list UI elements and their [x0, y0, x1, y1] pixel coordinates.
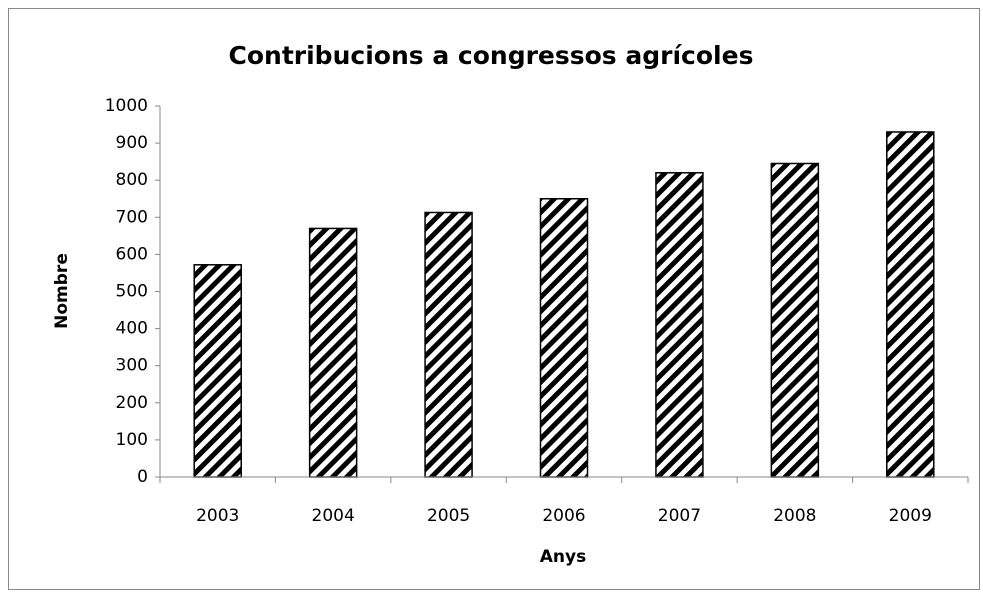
- bar: [424, 211, 473, 478]
- y-tick-label: 200: [116, 393, 148, 413]
- x-tick-label: 2005: [427, 506, 470, 526]
- y-tick-label: 400: [116, 319, 148, 339]
- y-axis-title: Nombre: [52, 253, 72, 329]
- y-tick-label: 800: [116, 170, 148, 190]
- y-tick-label: 700: [116, 207, 148, 227]
- y-tick-label: 100: [116, 430, 148, 450]
- bar: [655, 172, 704, 478]
- x-tick-label: 2009: [889, 506, 932, 526]
- x-tick-label: 2007: [658, 506, 701, 526]
- y-tick-label: 1000: [105, 96, 148, 116]
- y-tick-label: 600: [116, 244, 148, 264]
- y-tick-label: 0: [137, 467, 148, 487]
- y-tick-label: 500: [116, 282, 148, 302]
- x-tick-label: 2008: [773, 506, 816, 526]
- y-tick-label: 300: [116, 356, 148, 376]
- chart-title: Contribucions a congressos agrícoles: [229, 41, 754, 70]
- chart-frame: [8, 8, 980, 590]
- y-tick-label: 900: [116, 133, 148, 153]
- bar: [886, 131, 935, 478]
- bar: [770, 162, 820, 478]
- x-tick-label: 2003: [196, 506, 239, 526]
- bar: [193, 264, 242, 478]
- bar: [539, 198, 589, 478]
- x-tick-label: 2006: [542, 506, 585, 526]
- x-tick-label: 2004: [312, 506, 355, 526]
- x-axis-title: Anys: [540, 547, 586, 567]
- bar: [308, 227, 358, 478]
